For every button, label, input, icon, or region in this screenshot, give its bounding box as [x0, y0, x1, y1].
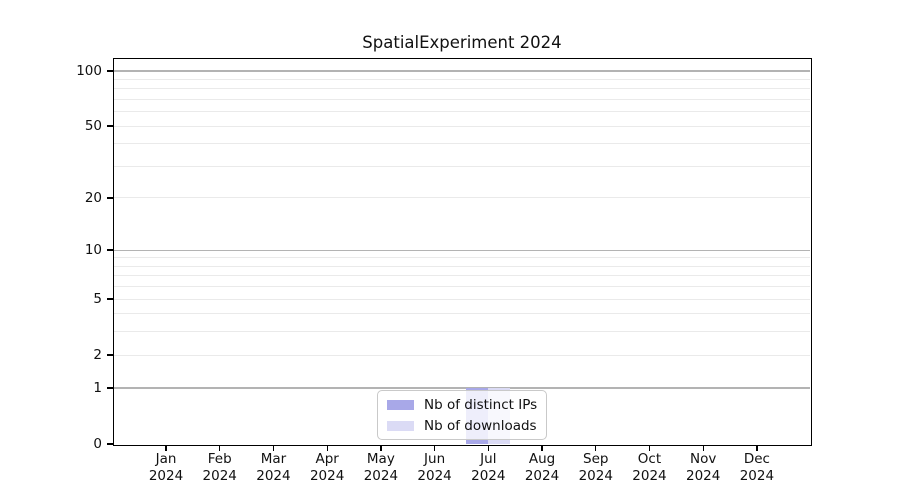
grid-line-60 [114, 111, 810, 113]
grid-line-3 [114, 331, 810, 333]
y-tick-label-10: 10 [84, 242, 102, 259]
grid-line-50 [114, 125, 810, 127]
grid-line-8 [114, 265, 810, 267]
x-tick-label-may: May 2024 [363, 451, 399, 484]
gridlines-layer [114, 59, 810, 444]
grid-line-1 [114, 387, 810, 389]
legend-item-distinct-ips: Nb of distinct IPs [387, 395, 537, 414]
x-tick-jun [433, 445, 436, 451]
grid-line-30 [114, 165, 810, 167]
y-tick-5 [106, 298, 113, 300]
y-tick-100 [106, 70, 113, 72]
grid-line-80 [114, 88, 810, 90]
x-tick-label-jan: Jan 2024 [148, 451, 184, 484]
grid-line-10 [114, 249, 810, 251]
x-tick-label-jun: Jun 2024 [417, 451, 452, 484]
x-tick-apr [326, 445, 328, 451]
x-tick-sep [595, 445, 597, 451]
y-tick-label-5: 5 [93, 291, 102, 308]
grid-line-5 [114, 298, 810, 300]
grid-line-40 [114, 143, 810, 145]
x-tick-nov [702, 445, 704, 451]
grid-line-6 [114, 286, 810, 288]
legend-swatch-downloads [387, 420, 414, 431]
legend: Nb of distinct IPs Nb of downloads [377, 390, 548, 440]
legend-item-downloads: Nb of downloads [387, 416, 537, 435]
y-tick-label-0: 0 [93, 436, 102, 452]
x-tick-label-aug: Aug 2024 [524, 451, 560, 484]
y-tick-label-50: 50 [84, 118, 102, 135]
y-tick-label-100: 100 [76, 62, 102, 79]
x-tick-label-nov: Nov 2024 [686, 451, 721, 484]
y-tick-label-20: 20 [84, 189, 102, 206]
x-tick-aug [541, 445, 543, 451]
x-tick-feb [219, 445, 221, 451]
grid-line-2 [114, 354, 810, 356]
chart-title: SpatialExperiment 2024 [362, 33, 562, 52]
y-tick-1 [106, 387, 113, 389]
y-tick-2 [106, 354, 113, 356]
plot-area: Nb of distinct IPs Nb of downloads [106, 59, 810, 451]
x-tick-may [380, 445, 382, 451]
x-tick-label-oct: Oct 2024 [632, 451, 667, 484]
x-tick-jan [165, 445, 167, 451]
y-tick-0 [106, 443, 113, 445]
legend-label-distinct-ips: Nb of distinct IPs [424, 396, 538, 413]
x-tick-mar [272, 445, 275, 451]
y-tick-label-2: 2 [93, 347, 102, 364]
y-tick-50 [106, 125, 113, 127]
y-tick-10 [106, 249, 113, 251]
y-tick-20 [106, 197, 113, 199]
grid-line-4 [114, 313, 810, 315]
grid-line-100 [114, 70, 810, 72]
x-tick-label-mar: Mar 2024 [256, 451, 291, 484]
grid-line-70 [114, 98, 810, 100]
x-tick-jul [487, 445, 489, 451]
grid-line-9 [114, 257, 810, 259]
x-tick-label-sep: Sep 2024 [578, 451, 613, 484]
legend-label-downloads: Nb of downloads [424, 417, 537, 434]
x-tick-dec [756, 445, 758, 451]
y-tick-label-1: 1 [93, 379, 102, 396]
grid-line-7 [114, 275, 810, 277]
x-tick-label-feb: Feb 2024 [202, 451, 237, 484]
x-tick-label-dec: Dec 2024 [739, 451, 775, 484]
x-tick-oct [648, 445, 651, 451]
x-tick-label-jul: Jul 2024 [471, 451, 506, 484]
legend-swatch-distinct-ips [387, 399, 414, 410]
x-tick-label-apr: Apr 2024 [309, 451, 345, 484]
grid-line-20 [114, 197, 810, 199]
grid-line-90 [114, 78, 810, 80]
ticks-layer [106, 59, 810, 451]
